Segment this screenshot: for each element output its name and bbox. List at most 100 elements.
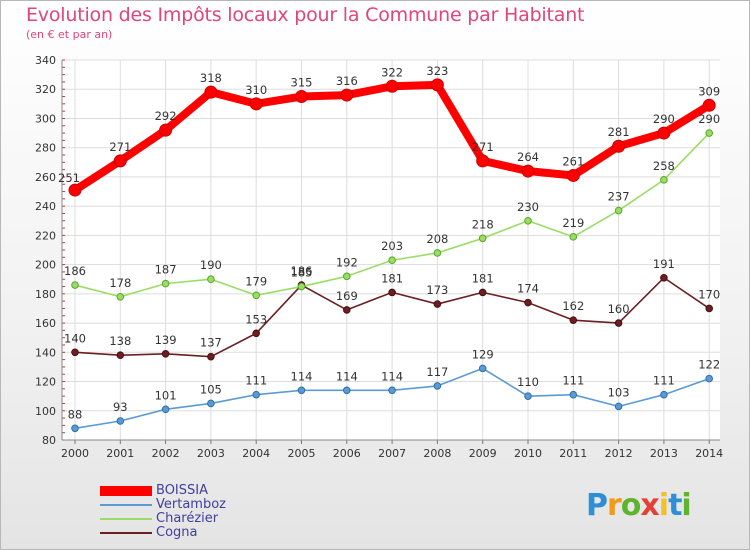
data-label: 230 [517,200,539,214]
data-label: 153 [245,312,267,326]
data-point [566,168,580,182]
data-point [660,176,668,184]
data-label: 261 [562,154,584,168]
logo-letter: i [681,488,691,523]
legend-item-cogna: Cogna [100,526,226,540]
legend-label: Cogna [156,525,198,540]
data-point [204,85,218,99]
legend-label: Vertamboz [156,497,226,512]
data-label: 186 [291,264,313,278]
data-label: 192 [336,255,358,269]
legend-item-charezier: Charézier [100,512,226,526]
legend-swatch [100,532,152,534]
data-label: 208 [426,232,448,246]
data-point [71,348,79,357]
legend-label: Charézier [156,511,219,526]
data-label: 281 [608,125,630,139]
data-point [524,216,532,225]
data-label: 162 [562,299,584,313]
data-label: 169 [336,289,358,303]
logo-letter: x [640,488,659,523]
y-tick-label: 300 [35,112,56,125]
data-point [252,291,261,300]
data-point [343,272,351,281]
data-label: 88 [68,407,83,421]
data-point [476,154,490,168]
data-label: 93 [113,400,128,414]
data-point [161,405,170,414]
data-label: 160 [608,302,630,316]
data-point [297,386,306,395]
data-point [116,292,125,301]
data-point [343,386,351,395]
y-tick-label: 340 [35,54,56,67]
data-point [660,390,668,399]
data-point [524,298,532,307]
data-label: 122 [698,358,720,372]
data-point [161,349,170,358]
data-point [207,352,215,361]
data-label: 181 [472,271,494,285]
data-point [297,282,306,291]
x-tick-label: 2001 [106,447,134,460]
data-point [705,304,714,313]
data-label: 315 [291,76,313,90]
x-tick-label: 2014 [695,447,723,460]
data-label: 101 [155,388,177,402]
data-point [71,281,79,289]
x-tick-label: 2000 [61,447,89,460]
data-label: 179 [245,274,267,288]
data-point [207,275,215,284]
data-point [660,273,668,282]
series [68,78,716,433]
legend-swatch [100,486,152,496]
data-label: 185 [291,266,313,280]
data-point [705,374,714,383]
chart-subtitle: (en € et par an) [26,28,113,41]
data-label: 251 [58,171,80,185]
data-label: 103 [608,385,630,399]
logo-letter: r [607,488,622,523]
data-point [68,183,82,197]
y-tick-label: 260 [35,171,56,184]
data-point [207,399,215,408]
data-point [569,316,578,324]
data-point [430,78,444,92]
data-labels: 251 271 292 318 310 315 316 322 323 271 264 261 281 2… [58,64,720,421]
data-label: 111 [653,374,675,388]
data-label: 181 [381,271,403,285]
data-point [569,233,578,241]
data-label: 322 [381,65,403,79]
data-point [343,306,351,314]
y-tick-label: 160 [35,317,56,330]
data-point [569,390,578,399]
logo-letter: o [620,488,642,523]
proxiti-logo: Proxiti [586,488,692,523]
data-point [614,206,623,215]
data-label: 174 [517,282,539,296]
data-label: 178 [109,276,131,290]
y-tick-label: 200 [35,259,56,272]
data-label: 138 [109,334,131,348]
data-point [433,382,442,390]
data-label: 218 [472,217,494,231]
data-point [702,98,716,112]
data-label: 310 [245,83,267,97]
legend-label: BOISSIA [156,483,208,498]
x-tick-label: 2012 [605,447,633,460]
data-label: 139 [155,333,177,347]
data-point [433,249,442,257]
data-label: 258 [653,159,675,173]
data-label: 187 [155,263,177,277]
chart-title: Evolution des Impôts locaux pour la Comm… [26,4,585,26]
logo-letter: t [668,488,682,523]
data-label: 264 [517,150,539,164]
data-label: 190 [200,258,222,272]
data-label: 111 [562,374,584,388]
data-point [521,164,535,178]
x-tick-label: 2013 [650,447,678,460]
data-point [612,139,626,153]
data-point [340,88,354,102]
data-point [252,329,261,338]
data-label: 219 [562,216,584,230]
